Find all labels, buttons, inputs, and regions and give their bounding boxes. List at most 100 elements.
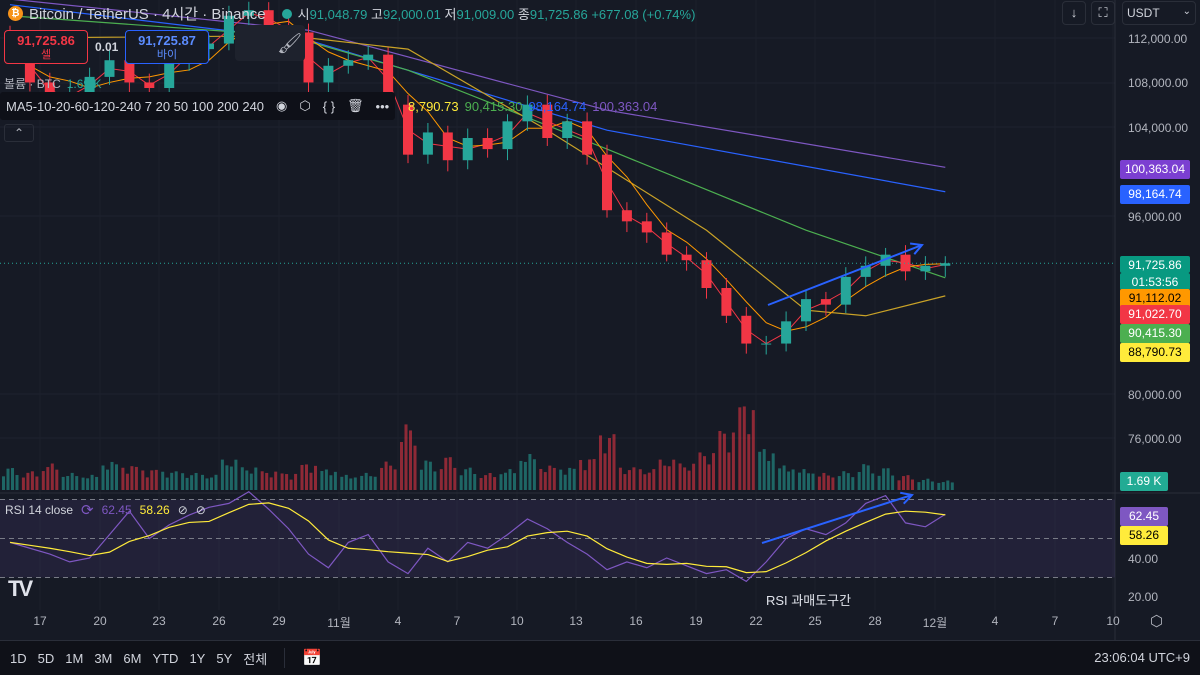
volume-bar — [787, 471, 791, 490]
volume-bar — [658, 459, 662, 490]
collapse-legend-button[interactable]: ⌃ — [4, 124, 34, 142]
time-axis-tick: 12월 — [922, 616, 948, 630]
volume-bar — [265, 472, 269, 490]
volume-bar — [603, 453, 607, 490]
volume-bar — [229, 466, 233, 490]
clock[interactable]: 23:06:04 UTC+9 — [1094, 650, 1190, 665]
volume-bar — [572, 468, 576, 490]
volume-bar — [90, 474, 94, 490]
volume-bar — [842, 471, 846, 490]
rsi-ma-value: 58.26 — [139, 503, 170, 517]
time-axis-tick: 28 — [868, 614, 882, 628]
candle-body — [263, 10, 274, 27]
period-button[interactable]: 1Y — [189, 650, 206, 666]
price-tag: 90,415.30 — [1120, 324, 1190, 343]
ohlc-values: 시91,048.79 고92,000.01 저91,009.00 종91,725… — [298, 4, 696, 23]
period-bar: 1D 5D 1M 3M 6M YTD 1Y 5Y 전체 📅 — [0, 640, 1200, 675]
rsi-legend[interactable]: RSI 14 close ⟳ 62.45 58.26 ⊘ ⊘ — [5, 501, 206, 519]
tradingview-logo[interactable]: TV — [8, 576, 33, 601]
period-button[interactable]: 6M — [123, 650, 142, 666]
volume-bar — [627, 470, 631, 490]
go-to-date-icon[interactable]: 📅 — [302, 650, 323, 667]
time-axis-tick: 17 — [33, 614, 47, 628]
close-value: 91,725.86 — [529, 7, 588, 22]
price-axis-tick: 112,000.00 — [1128, 32, 1188, 46]
volume-bar — [906, 475, 910, 490]
candle-body — [204, 43, 214, 50]
rsi-axis-tick: 40.00 — [1128, 552, 1159, 566]
volume-bar — [683, 467, 687, 490]
delete-icon[interactable]: 🗑 — [347, 98, 364, 113]
volume-bar — [285, 474, 289, 490]
volume-bar — [101, 465, 105, 490]
volume-bar — [210, 477, 213, 490]
ma-value: 98,164.74 — [528, 99, 587, 114]
ma-legend[interactable]: MA5-10-20-60-120-240 7 20 50 100 200 240… — [0, 92, 396, 120]
arrow-down-icon: ↓ — [1070, 5, 1078, 20]
time-axis-tick: 10 — [510, 614, 524, 628]
candle-body — [223, 15, 234, 44]
period-button[interactable]: 1D — [10, 650, 27, 666]
price-tag: 91,022.70 — [1120, 305, 1190, 324]
axis-settings-icon[interactable]: ⬡ — [1150, 613, 1164, 630]
sell-button[interactable]: 91,725.86 셀 — [4, 30, 88, 64]
volume-bar — [444, 457, 448, 490]
ma-value: 100,363.04 — [592, 99, 658, 114]
candle-body — [84, 76, 95, 94]
time-axis-tick: 13 — [569, 614, 583, 628]
volume-bar — [2, 476, 5, 490]
scroll-down-button[interactable]: ↓ — [1062, 1, 1086, 25]
source-code-icon[interactable]: { } — [322, 98, 336, 114]
period-button[interactable]: 전체 — [243, 651, 268, 667]
chart-canvas[interactable] — [0, 0, 1200, 640]
volume-bar — [424, 460, 428, 490]
volume-bar — [802, 469, 806, 490]
volume-bar — [778, 468, 782, 490]
volume-bar — [563, 474, 567, 490]
more-icon[interactable]: ••• — [375, 98, 390, 114]
period-button[interactable]: 3M — [94, 650, 113, 666]
candle-body — [681, 254, 692, 261]
volume-bar — [428, 461, 432, 490]
volume-bar — [612, 434, 616, 490]
fullscreen-button[interactable]: ⛶ — [1091, 1, 1115, 25]
candle-body — [621, 210, 632, 222]
symbol-title[interactable]: Bitcoin / TetherUS · 4시간 · Binance — [29, 6, 266, 23]
candle-body — [462, 138, 473, 161]
period-button[interactable]: 1M — [65, 650, 84, 666]
spread: 0.01 — [95, 40, 119, 54]
volume-bar — [667, 466, 671, 490]
ma-values: 8,790.73 90,415.30 98,164.74 100,363.04 — [408, 99, 657, 114]
eye-icon[interactable]: ◉ — [276, 98, 288, 113]
volume-bar — [599, 435, 602, 490]
period-button[interactable]: YTD — [152, 650, 179, 666]
volume-bar — [722, 433, 726, 490]
volume-bar — [448, 457, 452, 490]
volume-bar — [548, 465, 552, 490]
refresh-icon[interactable]: ⟳ — [81, 502, 94, 519]
ma-value: 8,790.73 — [408, 99, 459, 114]
time-axis-tick: 11월 — [327, 616, 351, 630]
volume-bar — [35, 476, 39, 490]
price-axis-tick: 80,000.00 — [1128, 388, 1182, 402]
volume-value: 1.69 K — [66, 77, 102, 91]
candle-body — [383, 54, 394, 105]
candle-body — [164, 60, 175, 88]
settings-icon[interactable]: ⬡ — [299, 98, 311, 113]
volume-bar — [731, 432, 735, 490]
volume-bar — [528, 453, 532, 490]
drawing-tool-button[interactable]: 🖌 — [235, 25, 305, 61]
volume-bar — [643, 474, 647, 490]
volume-bar — [274, 471, 278, 490]
buy-button[interactable]: 91,725.87 바이 — [125, 30, 209, 64]
candle-body — [144, 82, 155, 88]
volume-bar — [798, 472, 801, 490]
volume-bar — [727, 452, 731, 490]
volume-bar — [762, 449, 766, 490]
period-button[interactable]: 5Y — [216, 650, 233, 666]
volume-bar — [225, 465, 229, 490]
volume-bar — [289, 479, 293, 490]
currency-select[interactable]: USDT ⌄ — [1122, 1, 1196, 25]
volume-bar — [811, 473, 815, 490]
period-button[interactable]: 5D — [37, 650, 55, 666]
